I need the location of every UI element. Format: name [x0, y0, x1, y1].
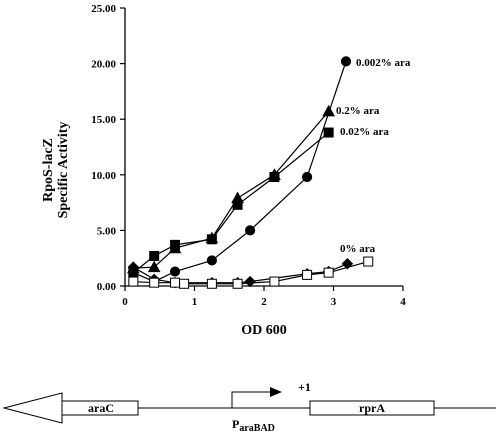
data-point: [245, 225, 256, 236]
series-line: [132, 132, 330, 274]
y-axis-title-line2: Specific Activity: [56, 122, 71, 219]
data-point: [149, 250, 160, 261]
data-point: [322, 104, 335, 117]
data-point: [170, 239, 181, 250]
promoter-arrow-shaft: [231, 391, 272, 408]
y-tick-label: 20.00: [91, 59, 116, 71]
promoter-arrow-head: [270, 387, 282, 397]
series-label-002-ara: 0.02% ara: [340, 126, 389, 138]
rpra-label: rprA: [359, 401, 385, 415]
data-point: [269, 276, 280, 287]
chart: 0.00 5.00 10.00 15.00 20.00 25.00 0 1 2 3 4 RpoS-…: [41, 3, 411, 338]
data-point: [244, 275, 256, 288]
data-point: [269, 172, 280, 183]
y-tick-label: 10.00: [91, 170, 116, 182]
data-point: [301, 171, 313, 183]
promoter-label: ParaBAD: [232, 417, 275, 432]
data-point: [127, 261, 140, 273]
x-tick-label: 2: [261, 296, 267, 308]
y-tick-label: 0.00: [97, 281, 117, 293]
y-tick-label: 25.00: [91, 3, 116, 15]
data-point: [323, 267, 334, 278]
series-5: [128, 256, 374, 289]
y-tick-label: 15.00: [91, 114, 116, 126]
data-point: [169, 266, 181, 277]
series-label-0002-ara: 0.002% ara: [356, 57, 411, 69]
x-tick-label: 4: [400, 296, 406, 308]
data-point: [340, 56, 352, 67]
data-point: [206, 255, 217, 266]
series-line: [133, 61, 347, 283]
data-point: [206, 234, 217, 245]
gene-map: araC ParaBAD +1 rprA: [2, 380, 496, 432]
arac-arrow-head: [2, 392, 63, 424]
promoter-label-main: P: [232, 417, 239, 431]
data-point: [232, 199, 243, 210]
x-axis-title: OD 600: [241, 323, 287, 338]
start-site-label: +1: [298, 380, 311, 394]
data-point: [363, 256, 374, 267]
series-3: [128, 127, 334, 278]
data-point: [206, 278, 217, 289]
x-tick-label: 1: [192, 296, 198, 308]
x-tick-label: 0: [122, 296, 128, 308]
y-axis-title-line1: RpoS-lacZ: [41, 138, 56, 202]
data-point: [179, 278, 190, 289]
series-line: [133, 260, 369, 285]
arac-label: araC: [88, 401, 114, 415]
series-2: [126, 104, 335, 274]
data-point: [323, 127, 334, 138]
data-point: [149, 277, 160, 288]
series-label-02-ara: 0.2% ara: [336, 105, 380, 117]
promoter-label-subscript: araBAD: [239, 423, 275, 432]
data-point: [147, 260, 161, 273]
y-tick-label: 5.00: [97, 225, 117, 237]
arac-gene-box: [61, 400, 139, 416]
rpra-gene-box: [309, 400, 435, 416]
series-label-0-ara: 0% ara: [340, 243, 376, 255]
y-ticks: 0.00 5.00 10.00 15.00 20.00 25.00: [91, 3, 125, 293]
data-point: [232, 278, 243, 289]
data-point: [170, 277, 181, 288]
data-point: [302, 269, 313, 280]
series-layer: [126, 56, 374, 289]
x-ticks: 0 1 2 3 4: [122, 286, 406, 308]
data-point: [128, 276, 139, 287]
x-tick-label: 3: [331, 296, 337, 308]
